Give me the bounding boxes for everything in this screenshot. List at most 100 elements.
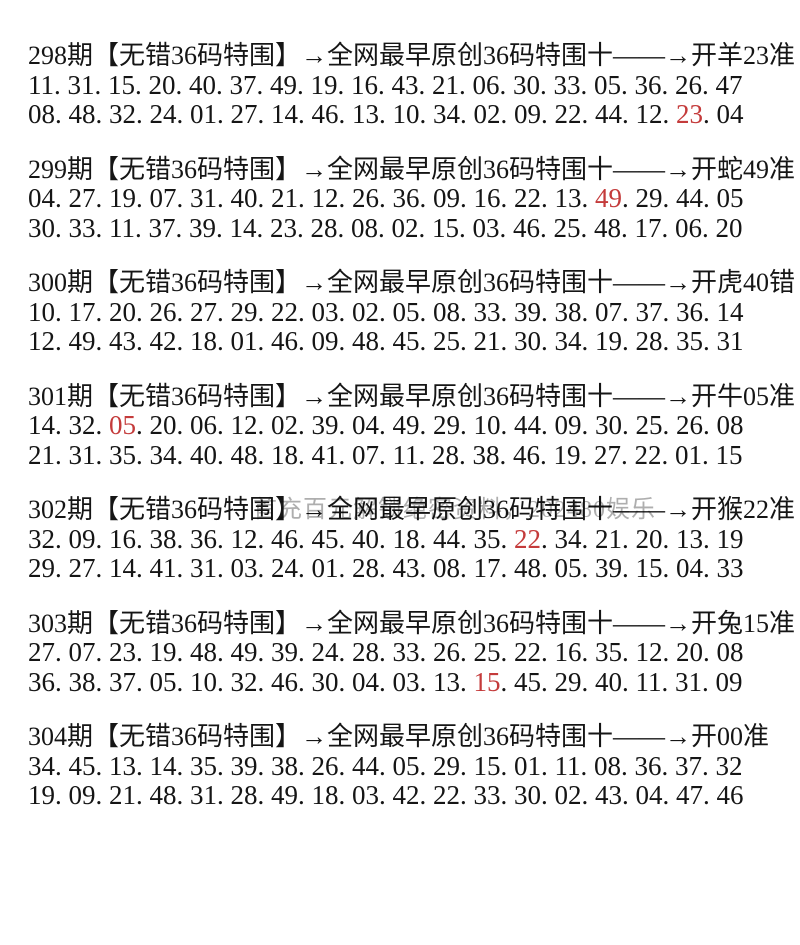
number: 28 [310, 212, 338, 243]
number: 30 [311, 666, 339, 697]
number: 02 [554, 780, 582, 810]
number: 08 [28, 99, 55, 129]
number: 05 [554, 553, 582, 583]
number: 39 [514, 296, 541, 327]
number: 19 [595, 326, 622, 356]
number: 45 [514, 666, 541, 697]
number: 36 [28, 666, 55, 697]
number: 14 [28, 410, 55, 440]
number: 26 [676, 410, 703, 440]
number: 16 [473, 183, 501, 213]
number: 08 [351, 212, 378, 243]
number: 11 [109, 212, 135, 243]
block-header: 302期【无错36码特围】→全网最早原创36码特围十——→开猴22准 [28, 495, 796, 524]
number: 19 [149, 637, 177, 667]
number: 19 [109, 183, 136, 213]
number: 42 [149, 326, 177, 356]
number: 30 [514, 780, 541, 810]
blocks-container: 298期【无错36码特围】→全网最早原创36码特围十——→开羊23准 11. 31… [28, 41, 800, 836]
lottery-block: 299期【无错36码特围】→全网最早原创36码特围十——→开蛇49准 04. 27… [28, 155, 800, 244]
number: 10 [28, 296, 55, 327]
numbers-line2: 19. 09. 21. 48. 31. 28. 49. 18. 03. 42. … [28, 780, 744, 810]
number: 13 [676, 523, 703, 554]
lottery-block: 301期【无错36码特围】→全网最早原创36码特围十——→开牛05准 14. 32… [28, 382, 800, 471]
number: 23 [109, 637, 136, 667]
numbers-line2: 12. 49. 43. 42. 18. 01. 46. 09. 48. 45. … [28, 326, 744, 356]
number: 37 [675, 750, 702, 781]
block-header: 303期【无错36码特围】→全网最早原创36码特围十——→开兔15准 [28, 608, 796, 638]
number: 43 [109, 326, 136, 356]
number: 40 [189, 69, 216, 100]
lottery-block: 302期【无错36码特围】→全网最早原创36码特围十——→开猴22准 32. 09… [28, 495, 800, 584]
number: 39 [230, 750, 258, 781]
number: 20 [635, 523, 663, 554]
number: 03 [311, 296, 339, 327]
number: 31 [716, 326, 744, 356]
number: 18 [190, 326, 217, 356]
number: 02 [473, 99, 501, 129]
number: 33 [68, 212, 96, 243]
number: 13 [109, 750, 136, 781]
number: 04 [635, 780, 663, 810]
number: 10 [392, 99, 420, 129]
number: 36 [392, 183, 420, 213]
number: 31 [190, 183, 217, 213]
number: 41 [149, 553, 177, 583]
number: 03 [392, 666, 420, 697]
number: 09 [68, 780, 96, 810]
number: 30 [513, 69, 540, 100]
number: 22 [514, 183, 541, 213]
block-header: 299期【无错36码特围】→全网最早原创36码特围十——→开蛇49准 [28, 154, 796, 184]
number: 24 [271, 553, 298, 583]
numbers-line2: 30. 33. 11. 37. 39. 14. 23. 28. 08. 02. … [28, 212, 743, 243]
number: 12 [28, 326, 55, 356]
number: 03 [472, 212, 500, 243]
number: 09 [514, 99, 541, 129]
number: 21 [28, 439, 55, 470]
number: 04 [716, 99, 744, 129]
number: 02 [352, 296, 379, 327]
number: 14 [109, 553, 136, 583]
number: 44 [352, 750, 379, 781]
number: 34 [149, 439, 177, 470]
number: 20 [676, 637, 703, 667]
number: 25 [635, 410, 663, 440]
number: 05 [594, 69, 621, 100]
number: 18 [392, 523, 420, 554]
number: 22 [634, 439, 662, 470]
number: 19 [28, 780, 55, 810]
number: 07 [352, 439, 379, 470]
number: 12 [635, 99, 663, 129]
number: 28 [230, 780, 258, 810]
number: 01 [311, 553, 339, 583]
number: 28 [635, 326, 663, 356]
number: 26 [675, 69, 702, 100]
number: 04 [676, 553, 703, 583]
number: 33 [473, 296, 501, 327]
number: 06 [190, 410, 217, 440]
number: 24 [311, 637, 339, 667]
block-header: 298期【无错36码特围】→全网最早原创36码特围十——→开羊23准 [28, 41, 796, 70]
number: 13 [554, 183, 582, 213]
number: 13 [352, 99, 379, 129]
number: 30 [28, 212, 55, 243]
numbers-line1: 14. 32. 05. 20. 06. 12. 02. 39. 04. 49. … [28, 410, 744, 440]
number: 14 [229, 212, 257, 243]
number: 44 [676, 183, 703, 213]
number: 20 [149, 410, 177, 440]
number: 31 [67, 69, 95, 100]
number: 11 [392, 439, 419, 470]
number: 37 [229, 69, 257, 100]
number: 32 [68, 410, 96, 440]
number: 30 [595, 410, 622, 440]
number: 32 [28, 523, 55, 554]
number: 44 [514, 410, 541, 440]
number: 39 [271, 637, 298, 667]
number: 16 [351, 69, 378, 100]
number: 27 [190, 296, 217, 327]
number: 19 [716, 523, 744, 554]
number: 46 [513, 439, 540, 470]
numbers-line1: 04. 27. 19. 07. 31. 40. 21. 12. 26. 36. … [28, 183, 744, 213]
number: 08 [433, 553, 460, 583]
number: 27 [230, 99, 258, 129]
